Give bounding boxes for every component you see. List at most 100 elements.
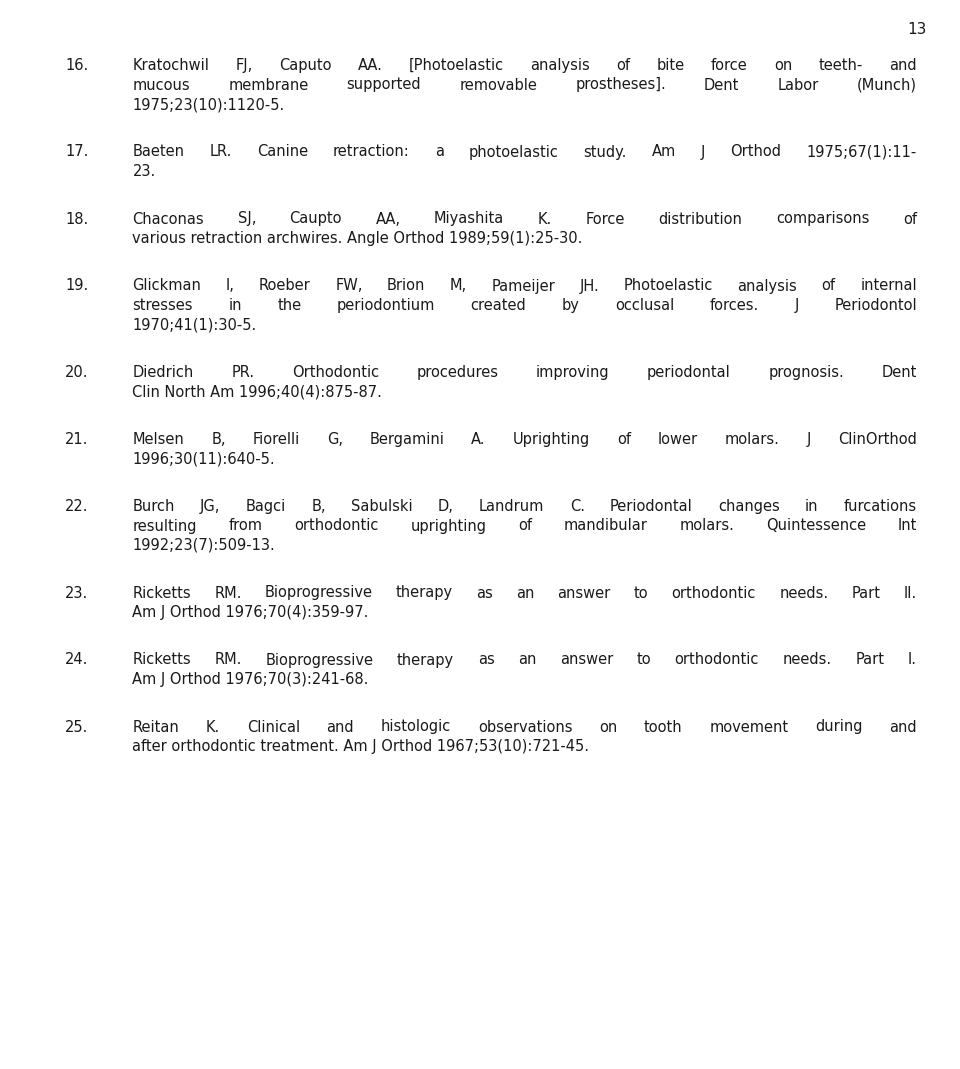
Text: prognosis.: prognosis.: [768, 365, 844, 379]
Text: 1975;23(10):1120-5.: 1975;23(10):1120-5.: [132, 97, 285, 112]
Text: and: and: [889, 58, 917, 73]
Text: on: on: [599, 719, 617, 734]
Text: histologic: histologic: [381, 719, 451, 734]
Text: Am J Orthod 1976;70(4):359-97.: Am J Orthod 1976;70(4):359-97.: [132, 605, 369, 620]
Text: membrane: membrane: [228, 77, 308, 93]
Text: AA,: AA,: [375, 212, 400, 227]
Text: FJ,: FJ,: [235, 58, 252, 73]
Text: Dent: Dent: [704, 77, 739, 93]
Text: K.: K.: [205, 719, 220, 734]
Text: Clin North Am 1996;40(4):875-87.: Clin North Am 1996;40(4):875-87.: [132, 385, 382, 400]
Text: (Munch): (Munch): [856, 77, 917, 93]
Text: Dent: Dent: [881, 365, 917, 379]
Text: AA.: AA.: [358, 58, 383, 73]
Text: various retraction archwires. Angle Orthod 1989;59(1):25-30.: various retraction archwires. Angle Orth…: [132, 231, 583, 246]
Text: C.: C.: [569, 499, 585, 514]
Text: of: of: [616, 58, 631, 73]
Text: Quintessence: Quintessence: [766, 518, 866, 533]
Text: 13: 13: [907, 22, 926, 37]
Text: created: created: [470, 298, 526, 313]
Text: J: J: [794, 298, 799, 313]
Text: 1992;23(7):509-13.: 1992;23(7):509-13.: [132, 538, 276, 553]
Text: observations: observations: [478, 719, 572, 734]
Text: internal: internal: [860, 279, 917, 294]
Text: Periodontol: Periodontol: [834, 298, 917, 313]
Text: on: on: [774, 58, 792, 73]
Text: Baeten: Baeten: [132, 144, 184, 159]
Text: Orthod: Orthod: [731, 144, 781, 159]
Text: procedures: procedures: [417, 365, 498, 379]
Text: bite: bite: [657, 58, 684, 73]
Text: Diedrich: Diedrich: [132, 365, 194, 379]
Text: Chaconas: Chaconas: [132, 212, 204, 227]
Text: from: from: [228, 518, 263, 533]
Text: Orthodontic: Orthodontic: [292, 365, 379, 379]
Text: a: a: [435, 144, 444, 159]
Text: an: an: [516, 586, 535, 601]
Text: Fiorelli: Fiorelli: [252, 432, 300, 447]
Text: in: in: [804, 499, 819, 514]
Text: after orthodontic treatment. Am J Orthod 1967;53(10):721-45.: after orthodontic treatment. Am J Orthod…: [132, 739, 589, 754]
Text: in: in: [228, 298, 242, 313]
Text: and: and: [889, 719, 917, 734]
Text: 1996;30(11):640-5.: 1996;30(11):640-5.: [132, 451, 276, 466]
Text: D,: D,: [438, 499, 454, 514]
Text: mandibular: mandibular: [564, 518, 647, 533]
Text: A.: A.: [471, 432, 486, 447]
Text: study.: study.: [584, 144, 627, 159]
Text: to: to: [634, 586, 649, 601]
Text: 19.: 19.: [65, 279, 88, 294]
Text: J: J: [806, 432, 811, 447]
Text: answer: answer: [558, 586, 611, 601]
Text: teeth-: teeth-: [819, 58, 863, 73]
Text: B,: B,: [311, 499, 325, 514]
Text: improving: improving: [536, 365, 610, 379]
Text: ClinOrthod: ClinOrthod: [838, 432, 917, 447]
Text: 25.: 25.: [65, 719, 88, 734]
Text: Brion: Brion: [387, 279, 425, 294]
Text: 1975;67(1):11-: 1975;67(1):11-: [806, 144, 917, 159]
Text: 21.: 21.: [65, 432, 88, 447]
Text: movement: movement: [709, 719, 788, 734]
Text: Int: Int: [898, 518, 917, 533]
Text: RM.: RM.: [214, 586, 242, 601]
Text: J: J: [701, 144, 706, 159]
Text: FW,: FW,: [335, 279, 363, 294]
Text: I.: I.: [908, 652, 917, 667]
Text: Bergamini: Bergamini: [370, 432, 444, 447]
Text: as: as: [478, 652, 494, 667]
Text: molars.: molars.: [679, 518, 734, 533]
Text: 17.: 17.: [65, 144, 88, 159]
Text: Bioprogressive: Bioprogressive: [266, 652, 373, 667]
Text: Labor: Labor: [778, 77, 819, 93]
Text: I,: I,: [226, 279, 234, 294]
Text: Reitan: Reitan: [132, 719, 180, 734]
Text: needs.: needs.: [780, 586, 828, 601]
Text: of: of: [822, 279, 836, 294]
Text: therapy: therapy: [396, 586, 453, 601]
Text: Force: Force: [586, 212, 625, 227]
Text: stresses: stresses: [132, 298, 193, 313]
Text: JG,: JG,: [200, 499, 221, 514]
Text: RM.: RM.: [215, 652, 242, 667]
Text: M,: M,: [450, 279, 467, 294]
Text: 16.: 16.: [65, 58, 88, 73]
Text: needs.: needs.: [782, 652, 831, 667]
Text: supported: supported: [347, 77, 421, 93]
Text: furcations: furcations: [844, 499, 917, 514]
Text: 23.: 23.: [65, 586, 88, 601]
Text: Am: Am: [652, 144, 676, 159]
Text: PR.: PR.: [231, 365, 254, 379]
Text: Uprighting: Uprighting: [513, 432, 590, 447]
Text: resulting: resulting: [132, 518, 197, 533]
Text: occlusal: occlusal: [615, 298, 674, 313]
Text: Ricketts: Ricketts: [132, 586, 191, 601]
Text: 20.: 20.: [65, 365, 88, 379]
Text: prostheses].: prostheses].: [575, 77, 666, 93]
Text: analysis: analysis: [531, 58, 590, 73]
Text: changes: changes: [718, 499, 780, 514]
Text: 1970;41(1):30-5.: 1970;41(1):30-5.: [132, 317, 256, 332]
Text: lower: lower: [658, 432, 698, 447]
Text: 24.: 24.: [65, 652, 88, 667]
Text: Kratochwil: Kratochwil: [132, 58, 209, 73]
